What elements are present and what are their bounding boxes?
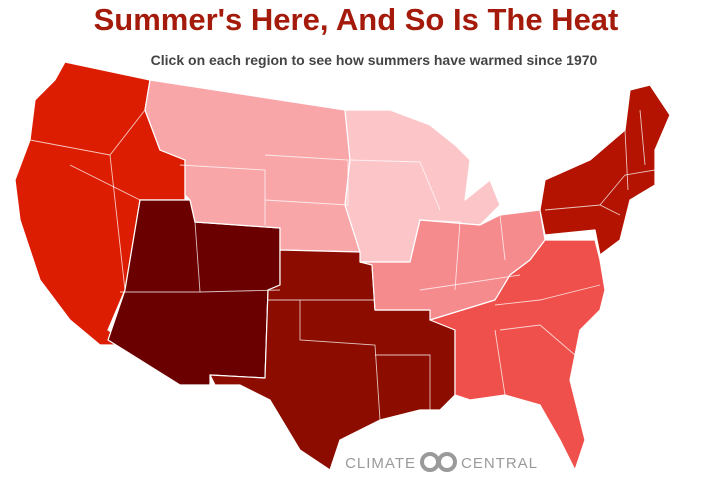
regions	[14, 61, 671, 471]
logo-ring	[437, 452, 457, 472]
state-border	[199, 289, 281, 293]
logo-ring	[420, 452, 440, 472]
state-border	[299, 300, 381, 421]
logo-left: CLIMATE	[345, 455, 416, 472]
state-border	[179, 164, 266, 225]
state-border	[494, 284, 601, 306]
region-upper-midwest[interactable]	[344, 109, 501, 263]
region-southeast[interactable]	[429, 239, 606, 471]
state-border	[264, 154, 349, 206]
state-border	[349, 159, 441, 211]
state-border	[499, 214, 506, 261]
title: Summer's Here, And So Is The Heat	[93, 2, 619, 37]
state-border	[419, 274, 521, 291]
logo-right: CENTRAL	[461, 455, 538, 472]
state-border	[69, 164, 141, 201]
state-border	[109, 154, 126, 291]
state-borders	[29, 109, 656, 421]
state-border	[494, 329, 506, 396]
state-border	[639, 109, 646, 166]
logo: CLIMATE CENTRAL	[345, 452, 538, 472]
state-border	[409, 219, 461, 291]
state-border	[499, 324, 576, 356]
region-northeast[interactable]	[539, 84, 671, 256]
state-border	[599, 169, 656, 206]
subtitle: Click on each region to see how summers …	[150, 52, 598, 68]
state-border	[375, 354, 431, 410]
state-border	[624, 129, 629, 191]
